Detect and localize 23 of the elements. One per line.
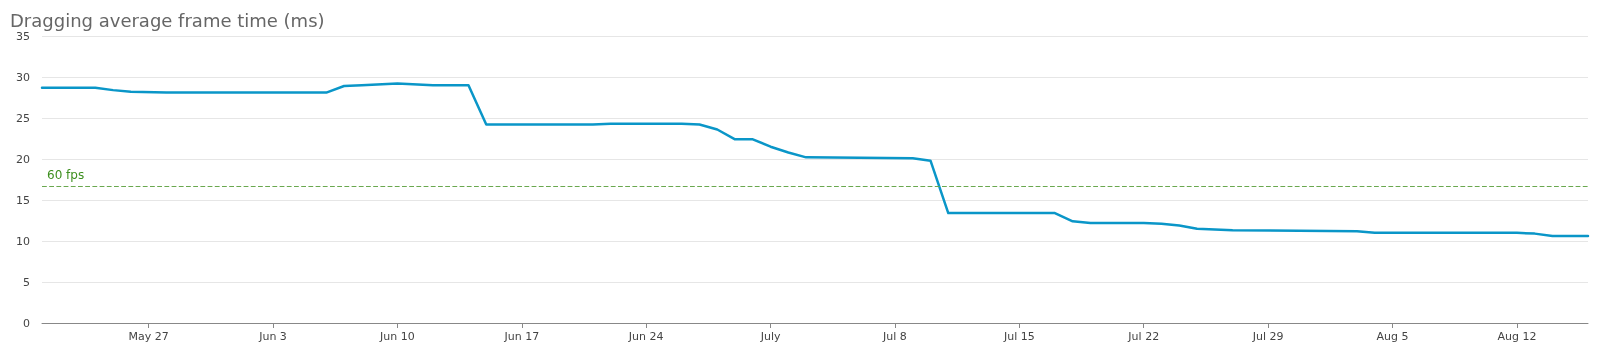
x-tick-label: July [759, 330, 781, 343]
x-tick-label: Jul 22 [1127, 330, 1160, 343]
x-tick-label: Jun 17 [503, 330, 540, 343]
x-tick-label: Jul 8 [882, 330, 907, 343]
x-tick-label: May 27 [128, 330, 169, 343]
y-tick-label: 0 [23, 316, 30, 330]
x-tick-label: Jun 24 [627, 330, 664, 343]
line-series [40, 82, 1590, 238]
x-tick-label: Jul 29 [1251, 330, 1284, 343]
y-tick-label: 5 [23, 275, 30, 289]
x-tick-label: Aug 5 [1376, 330, 1409, 343]
y-tick-label: 20 [16, 152, 30, 166]
chart-title: Dragging average frame time (ms) [10, 9, 325, 31]
x-tick-label: Jul 15 [1002, 330, 1035, 343]
y-tick-label: 35 [16, 29, 30, 43]
y-tick-label: 25 [16, 111, 30, 125]
y-tick-label: 30 [16, 70, 30, 84]
y-tick-label: 10 [16, 234, 30, 248]
x-tick-label: Aug 12 [1497, 330, 1537, 343]
ref-line-label: 60 fps [47, 168, 85, 183]
x-tick-label: Jun 3 [258, 330, 287, 343]
y-tick-label: 15 [16, 193, 30, 207]
x-tick-label: Jun 10 [379, 330, 415, 343]
